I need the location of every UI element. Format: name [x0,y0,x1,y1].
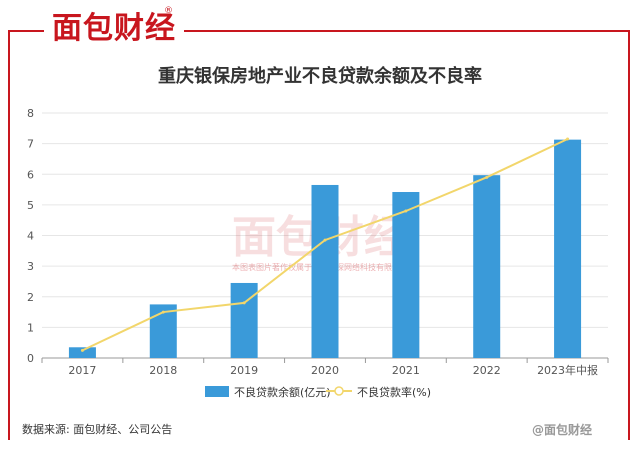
x-tick-label: 2020 [311,364,339,377]
rate-point [485,175,489,179]
data-source: 数据来源: 面包财经、公司公告 [22,423,173,436]
bar [554,139,582,358]
x-tick-label: 2018 [149,364,177,377]
x-tick-label: 2021 [392,364,420,377]
bar [311,184,339,358]
bar [473,175,501,358]
x-tick-label: 2023年中报 [537,363,598,377]
y-tick-label: 7 [27,138,34,151]
legend-label-rate: 不良贷款率(%) [357,385,431,399]
x-tick-label: 2017 [68,364,96,377]
x-tick-label: 2022 [473,364,501,377]
y-tick-label: 0 [27,352,34,365]
rate-point [323,238,327,242]
y-tick-label: 1 [27,321,34,334]
y-tick-label: 4 [27,230,34,243]
frame-top-border [8,30,630,32]
y-tick-label: 3 [27,260,34,273]
registered-mark: ® [164,6,173,16]
rate-point [242,301,246,305]
x-tick-label: 2019 [230,364,258,377]
y-tick-label: 8 [27,107,34,120]
chart-title: 重庆银保房地产业不良贷款余额及不良率 [158,66,482,87]
brand-logo: 面包财经 [44,10,184,48]
rate-point [80,348,84,352]
y-tick-label: 6 [27,168,34,181]
frame-left-border [8,30,10,440]
bar [230,282,258,358]
frame-right-border [628,30,630,440]
y-tick-label: 5 [27,199,34,212]
rate-point [404,209,408,213]
rate-point [161,310,165,314]
bar [392,192,420,358]
bar [68,347,96,358]
legend-label-bars: 不良贷款余额(亿元) [234,385,331,399]
rate-point [566,137,570,141]
y-tick-label: 2 [27,291,34,304]
legend-swatch-bars [205,386,229,397]
corner-watermark: @面包财经 [532,423,593,437]
legend-marker-rate [334,386,344,396]
